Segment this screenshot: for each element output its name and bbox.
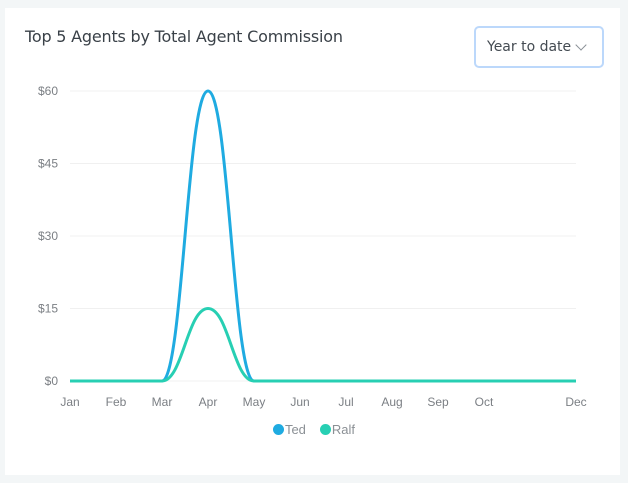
x-tick-label: Jun: [290, 395, 309, 409]
x-tick-label: May: [243, 395, 266, 409]
legend-dot-icon: [319, 424, 331, 435]
y-tick-label: $30: [38, 229, 58, 243]
chart-legend: Ted Ralf: [0, 422, 628, 437]
x-tick-label: Aug: [381, 395, 402, 409]
legend-label: Ralf: [331, 422, 356, 437]
legend-label: Ted: [284, 422, 306, 437]
x-tick-label: Feb: [106, 395, 127, 409]
series-line-ralf: [70, 306, 576, 383]
chart-title: Top 5 Agents by Total Agent Commission: [25, 27, 343, 46]
x-tick-label: Sep: [427, 395, 449, 409]
period-dropdown-value: Year to date: [487, 39, 572, 55]
legend-dot-icon: [272, 424, 284, 435]
y-tick-label: $60: [38, 84, 58, 98]
x-tick-label: Jul: [338, 395, 353, 409]
period-dropdown[interactable]: Year to date: [474, 26, 604, 68]
legend-item-ted[interactable]: Ted: [272, 422, 306, 437]
x-tick-label: Mar: [152, 395, 173, 409]
y-tick-label: $45: [38, 157, 58, 171]
y-tick-label: $0: [45, 374, 59, 388]
x-tick-label: Apr: [199, 395, 218, 409]
x-tick-label: Oct: [475, 395, 494, 409]
y-tick-label: $15: [38, 302, 58, 316]
x-tick-label: Dec: [565, 395, 586, 409]
legend-item-ralf[interactable]: Ralf: [319, 422, 356, 437]
x-tick-label: Jan: [60, 395, 79, 409]
chart-card: [5, 8, 620, 475]
